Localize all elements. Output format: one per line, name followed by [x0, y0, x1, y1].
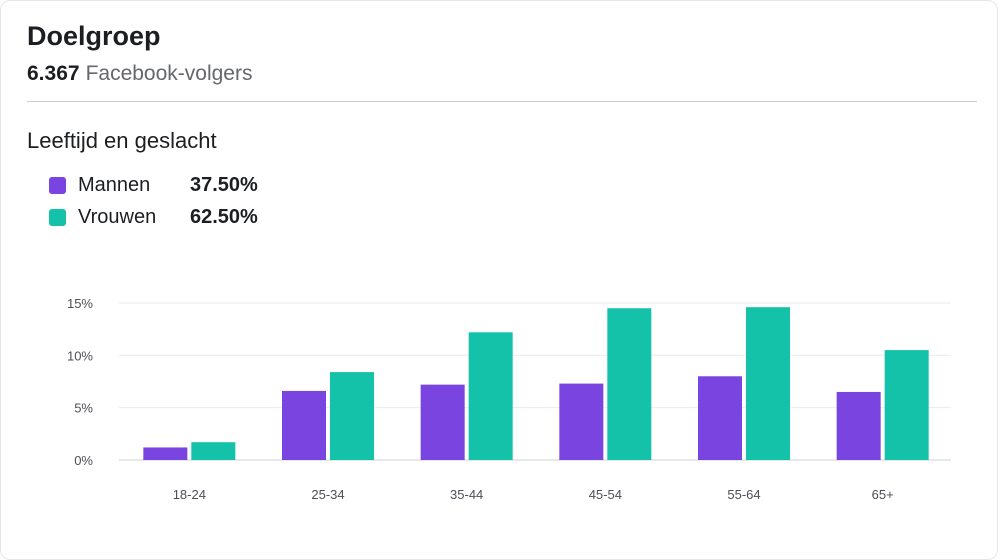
follower-label: Facebook-volgers: [85, 62, 253, 85]
x-tick-label: 25-34: [311, 487, 344, 502]
legend-item-men: Mannen 37.50%: [49, 169, 258, 201]
bar-women: [746, 307, 790, 460]
y-tick-label: 0%: [74, 453, 93, 468]
chart-legend: Mannen 37.50% Vrouwen 62.50%: [49, 169, 258, 233]
bar-women: [191, 442, 236, 460]
section-title: Leeftijd en geslacht: [27, 128, 217, 153]
bar-women: [330, 372, 374, 460]
legend-value-men: 37.50%: [190, 173, 258, 196]
follower-summary: 6.367 Facebook-volgers: [27, 62, 252, 86]
legend-item-women: Vrouwen 62.50%: [49, 201, 258, 233]
bar-men: [559, 383, 604, 460]
age-gender-chart: 0% 5% 10% 15% 18-24 25-34 35-44 45-54 55-64 65+: [67, 296, 951, 502]
x-tick-label: 35-44: [450, 487, 483, 502]
bar-women: [884, 350, 929, 460]
legend-swatch-women: [49, 208, 66, 226]
x-tick-label: 65+: [872, 487, 894, 502]
bar-women: [607, 308, 652, 460]
bar-men: [282, 390, 326, 460]
x-tick-label: 55-64: [727, 487, 760, 502]
bar-men: [698, 376, 742, 460]
legend-value-women: 62.50%: [190, 205, 258, 228]
legend-swatch-men: [49, 176, 66, 194]
y-tick-label: 10%: [67, 348, 93, 363]
card-title: Doelgroep: [27, 21, 161, 51]
x-tick-label: 45-54: [589, 487, 622, 502]
bar-men: [143, 447, 188, 460]
legend-label-men: Mannen: [78, 173, 151, 196]
y-tick-label: 15%: [67, 296, 93, 311]
bar-men: [836, 391, 881, 460]
x-tick-label: 18-24: [173, 487, 206, 502]
follower-count: 6.367: [27, 62, 80, 85]
divider: [27, 101, 977, 102]
bar-men: [420, 384, 465, 460]
y-tick-label: 5%: [74, 401, 93, 416]
bar-women: [468, 332, 513, 460]
legend-label-women: Vrouwen: [78, 205, 157, 228]
